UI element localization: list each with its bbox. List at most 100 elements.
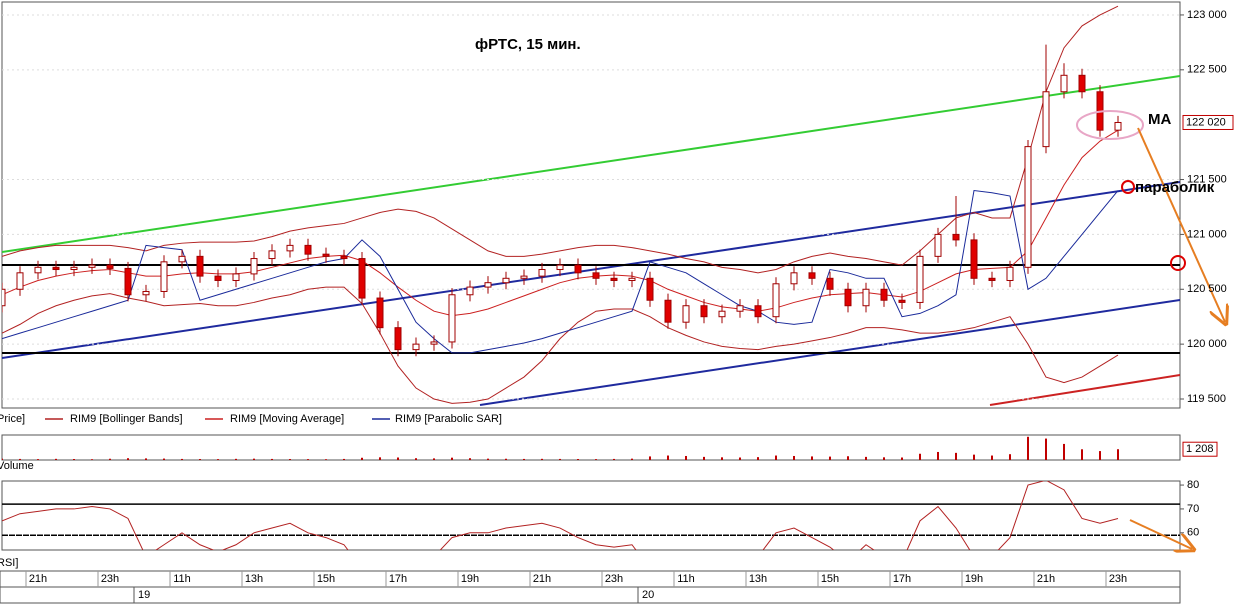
- candle-body: [970, 239, 978, 279]
- candle-body: [286, 244, 294, 252]
- highlight-ellipse: [1076, 110, 1144, 140]
- y-tick-label: 123 000: [1187, 9, 1227, 21]
- candle-body: [2, 288, 6, 307]
- volume-bar: [379, 457, 381, 460]
- y-tick-label: 60: [1187, 527, 1199, 539]
- x-tick-label: 17h: [389, 573, 407, 585]
- candle-body: [628, 277, 636, 281]
- volume-bar: [1081, 449, 1083, 460]
- volume-bar: [757, 457, 759, 460]
- volume-bar: [181, 458, 183, 460]
- panel-label: Volume: [0, 460, 34, 472]
- volume-bar: [91, 459, 93, 460]
- trend-line: [989, 374, 1180, 406]
- y-tick-label: 70: [1187, 503, 1199, 515]
- volume-bar: [595, 459, 597, 460]
- candle-body: [124, 267, 132, 296]
- volume-bar: [739, 457, 741, 460]
- x-tick-label: 19h: [461, 573, 479, 585]
- volume-bar: [973, 454, 975, 460]
- y-tick-label: 121 000: [1187, 228, 1227, 240]
- candle-body: [934, 233, 942, 257]
- volume-bar: [145, 458, 147, 460]
- volume-bar: [55, 458, 57, 460]
- candle-body: [772, 283, 780, 318]
- candle-body: [16, 272, 24, 290]
- candle-body: [790, 272, 798, 285]
- candle-body: [952, 233, 960, 241]
- x-tick-label: 13h: [245, 573, 263, 585]
- candle-body: [196, 255, 204, 277]
- highlight-circle: [1170, 255, 1186, 271]
- volume-bar: [613, 458, 615, 460]
- candle-body: [466, 286, 474, 296]
- indicator-line: [2, 189, 1119, 354]
- x-tick-label: 11h: [677, 573, 695, 585]
- volume-bar: [1009, 454, 1011, 460]
- indicator-line: [2, 286, 1119, 404]
- candle-body: [268, 250, 276, 260]
- date-label: 19: [138, 589, 150, 601]
- legend-label: RIM9 [Moving Average]: [230, 413, 344, 425]
- candle-body: [1060, 74, 1068, 93]
- candle-body: [610, 277, 618, 281]
- date-label: 20: [642, 589, 654, 601]
- candle-body: [502, 277, 510, 284]
- volume-bar: [847, 456, 849, 460]
- legend-label: RIM9 [Parabolic SAR]: [395, 413, 502, 425]
- candle-body: [862, 288, 870, 307]
- indicator-line: [2, 129, 1119, 317]
- candle-body: [1006, 266, 1014, 281]
- y-tick-label: 120 000: [1187, 338, 1227, 350]
- candle-body: [88, 264, 96, 268]
- volume-bar: [235, 458, 237, 460]
- trend-line: [2, 75, 1180, 253]
- volume-bar: [415, 458, 417, 460]
- candle-body: [736, 305, 744, 312]
- volume-bar: [577, 459, 579, 460]
- volume-bar: [127, 458, 129, 460]
- volume-bar: [469, 458, 471, 460]
- volume-bar: [1117, 449, 1119, 460]
- volume-bar: [289, 459, 291, 460]
- volume-bar: [325, 459, 327, 460]
- volume-bar: [793, 455, 795, 460]
- indicator-line: [2, 481, 1119, 550]
- volume-bar: [883, 457, 885, 460]
- volume-bar: [109, 458, 111, 460]
- chart-title: фРТС, 15 мин.: [475, 36, 581, 53]
- candle-body: [358, 258, 366, 299]
- volume-bar: [775, 455, 777, 460]
- candle-body: [754, 305, 762, 318]
- x-tick-label: 19h: [965, 573, 983, 585]
- candle-body: [250, 258, 258, 275]
- y-tick-label: 120 500: [1187, 283, 1227, 295]
- volume-label: 1 208: [1186, 443, 1214, 455]
- candle-body: [376, 297, 384, 329]
- candle-body: [880, 288, 888, 301]
- volume-bar: [685, 455, 687, 460]
- y-tick-label: 122 500: [1187, 64, 1227, 76]
- x-tick-label: 15h: [821, 573, 839, 585]
- volume-bar: [1045, 438, 1047, 460]
- volume-bar: [829, 456, 831, 460]
- volume-bar: [721, 457, 723, 460]
- annotation: MA: [1148, 111, 1171, 128]
- volume-bar: [667, 455, 669, 460]
- volume-bar: [703, 456, 705, 460]
- candle-body: [160, 261, 168, 292]
- candle-body: [430, 341, 438, 345]
- candle-body: [844, 288, 852, 307]
- volume-bar: [811, 456, 813, 460]
- y-tick-label: 121 500: [1187, 173, 1227, 185]
- volume-bar: [487, 458, 489, 460]
- volume-bar: [253, 458, 255, 460]
- price-plot: [2, 5, 1180, 406]
- volume-bar: [361, 457, 363, 460]
- price-label: 122 020: [1186, 116, 1226, 128]
- volume-bar: [19, 458, 21, 460]
- candle-body: [718, 310, 726, 318]
- candle-body: [646, 277, 654, 301]
- candle-body: [700, 305, 708, 318]
